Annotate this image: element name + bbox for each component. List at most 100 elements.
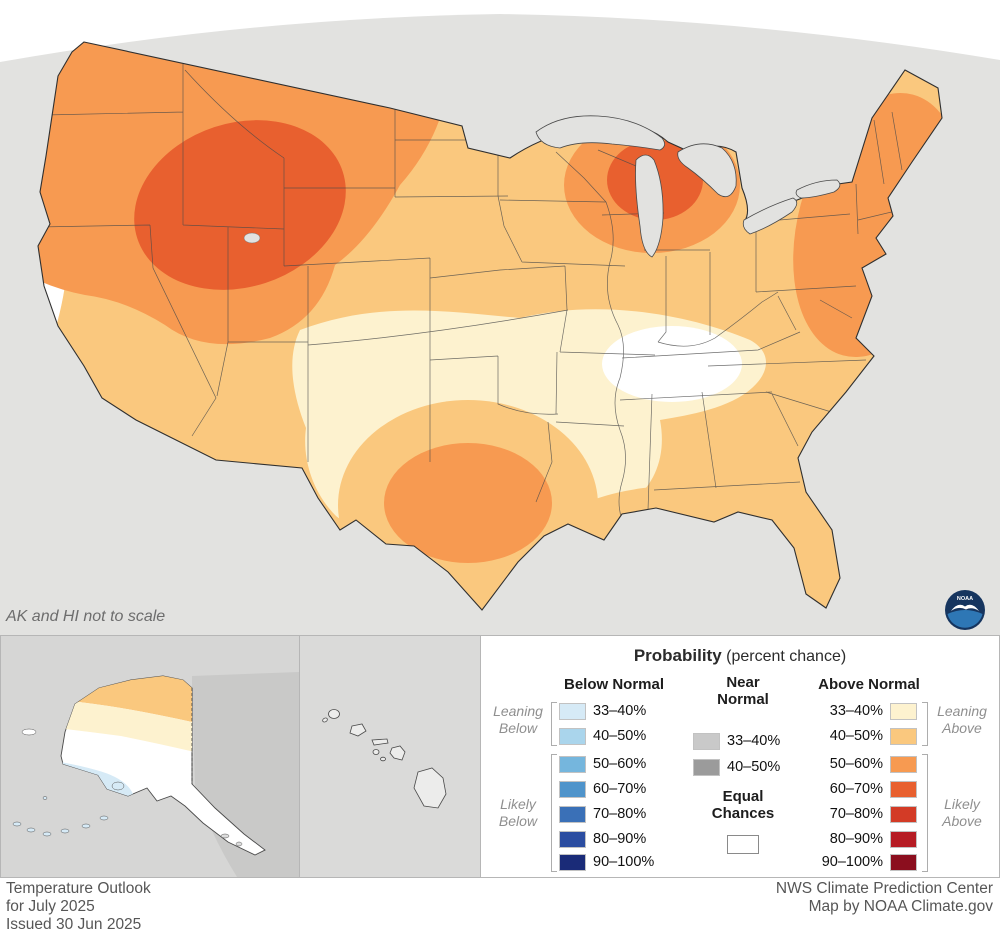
lanai-island	[372, 749, 380, 755]
southeast-island	[235, 841, 243, 847]
alaska-inset	[0, 635, 300, 878]
color-swatch	[890, 805, 917, 823]
legend-row-below-50-60: 50–60%	[559, 755, 646, 773]
color-swatch	[693, 758, 720, 776]
niihau-island	[322, 717, 328, 723]
legend-row-below-80-90: 80–90%	[559, 830, 646, 848]
color-swatch	[890, 780, 917, 798]
legend-label: 33–40%	[727, 733, 781, 749]
region-above-50-60-texas	[384, 443, 552, 563]
legend-label: 40–50%	[727, 759, 781, 775]
kahoolawe-island	[380, 756, 386, 762]
leaning-below-bracket	[551, 702, 557, 746]
color-swatch	[559, 780, 586, 798]
conus-map-svg	[0, 14, 1000, 635]
legend-label: 50–60%	[829, 756, 883, 772]
color-swatch	[890, 727, 917, 745]
legend-row-above-33-40: 33–40%	[811, 702, 917, 720]
color-swatch	[559, 727, 586, 745]
likely-below-line1: Likely	[500, 796, 536, 812]
leaning-above-line1: Leaning	[937, 703, 987, 719]
legend-title-rest: (percent chance)	[721, 648, 847, 665]
maui-island	[389, 745, 406, 761]
leaning-below-line2: Below	[498, 720, 538, 736]
likely-below-line2: Below	[498, 813, 538, 829]
color-swatch	[890, 702, 917, 720]
legend-row-near-33-40: 33–40%	[693, 732, 780, 750]
lake-ontario	[795, 179, 841, 199]
legend-label: 50–60%	[593, 756, 647, 772]
equal-chances-swatch	[727, 835, 759, 854]
color-swatch	[890, 755, 917, 773]
aleutian-island	[26, 827, 36, 833]
molokai-island	[371, 738, 389, 746]
alaska-svg	[12, 672, 299, 877]
leaning-below-line1: Leaning	[493, 703, 543, 719]
lake-huron	[677, 143, 737, 198]
leaning-above-label: Leaning Above	[931, 703, 993, 737]
legend-row-above-40-50: 40–50%	[811, 727, 917, 745]
aleutian-island	[12, 821, 22, 827]
legend-label: 90–100%	[821, 854, 883, 870]
aleutian-island	[42, 831, 52, 837]
aleutian-islands	[12, 728, 243, 847]
legend-row-above-70-80: 70–80%	[811, 805, 917, 823]
noaa-logo-ocean	[947, 610, 983, 628]
legend-label: 90–100%	[593, 854, 655, 870]
footer-right: NWS Climate Prediction Center Map by NOA…	[776, 880, 993, 916]
noaa-logo-gull	[951, 604, 979, 611]
legend-row-below-70-80: 70–80%	[559, 805, 646, 823]
footer-issued: Issued 30 Jun 2025	[6, 916, 142, 933]
aleutian-island	[99, 815, 109, 821]
lake-michigan	[635, 154, 664, 258]
hawaii-inset	[299, 635, 481, 878]
legend-row-below-33-40: 33–40%	[559, 702, 646, 720]
leaning-below-label: Leaning Below	[487, 703, 549, 737]
leaning-above-bracket	[922, 702, 928, 746]
footer: Temperature Outlook for July 2025 Issued…	[0, 878, 1000, 938]
below-normal-header: Below Normal	[563, 676, 665, 693]
equal-chances-line1: Equal	[722, 788, 764, 805]
kauai-island	[328, 709, 340, 719]
legend-row-below-60-70: 60–70%	[559, 780, 646, 798]
legend-row-above-60-70: 60–70%	[811, 780, 917, 798]
st-lawrence-island	[21, 728, 37, 736]
noaa-logo-svg: NOAA	[945, 590, 985, 630]
noaa-logo: NOAA	[944, 589, 986, 631]
state-borders	[38, 48, 903, 521]
legend-label: 40–50%	[829, 728, 883, 744]
likely-below-bracket	[551, 754, 557, 872]
leaning-above-line2: Above	[942, 720, 982, 736]
kodiak-island	[111, 781, 125, 791]
likely-below-label: Likely Below	[487, 796, 549, 830]
footer-title: Temperature Outlook	[6, 880, 151, 897]
legend-row-above-50-60: 50–60%	[811, 755, 917, 773]
footer-left: Temperature Outlook for July 2025 Issued…	[6, 880, 151, 934]
oahu-island	[349, 723, 367, 737]
equal-chances-label: Equal Chances	[691, 788, 795, 822]
likely-above-line2: Above	[942, 813, 982, 829]
legend-label: 80–90%	[593, 831, 647, 847]
legend-panel: Probability (percent chance) Below Norma…	[480, 635, 1000, 878]
color-swatch	[559, 853, 586, 871]
legend-label: 33–40%	[593, 703, 647, 719]
region-above-60-70-great-basin	[134, 120, 346, 290]
aleutian-island	[81, 823, 91, 829]
great-salt-lake	[243, 232, 261, 244]
near-header-line2: Normal	[717, 691, 769, 708]
big-island	[413, 767, 447, 809]
legend-label: 80–90%	[829, 831, 883, 847]
hawaii-islands	[322, 709, 447, 809]
southeast-island	[220, 833, 230, 839]
legend-row-above-90-100: 90–100%	[811, 853, 917, 871]
color-swatch	[559, 755, 586, 773]
color-swatch	[890, 853, 917, 871]
conus-map-area: AK and HI not to scale NOAA	[0, 14, 1000, 635]
color-swatch	[693, 732, 720, 750]
legend-label: 60–70%	[593, 781, 647, 797]
likely-above-line1: Likely	[944, 796, 980, 812]
legend-title-bold: Probability	[633, 646, 722, 665]
legend-label: 60–70%	[829, 781, 883, 797]
region-equal-chances-midwest	[602, 326, 742, 402]
